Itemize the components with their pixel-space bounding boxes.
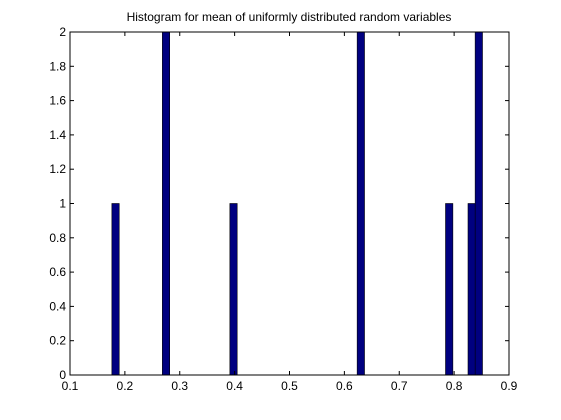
x-tick-label-6: 0.7 xyxy=(391,379,408,393)
plot-frame xyxy=(69,31,510,376)
histogram-bar-3 xyxy=(356,31,365,376)
y-tick-label-10: 2 xyxy=(59,25,66,39)
y-tick-label-5: 1 xyxy=(59,197,66,211)
y-tick-label-2: 0.4 xyxy=(49,299,66,313)
histogram-bar-5 xyxy=(467,203,476,376)
x-tick-label-8: 0.9 xyxy=(501,379,518,393)
plot-area xyxy=(70,32,509,375)
x-tick-label-3: 0.4 xyxy=(226,379,243,393)
y-tick-label-7: 1.4 xyxy=(49,128,66,142)
x-tick-label-7: 0.8 xyxy=(446,379,463,393)
y-tick-label-1: 0.2 xyxy=(49,334,66,348)
x-tick-label-0: 0.1 xyxy=(62,379,79,393)
y-tick-label-8: 1.6 xyxy=(49,94,66,108)
y-tick-label-3: 0.6 xyxy=(49,265,66,279)
y-tick-label-4: 0.8 xyxy=(49,231,66,245)
histogram-bar-4 xyxy=(445,203,454,376)
axes-layer: 0.1 0.2 0.3 0.4 0.5 0.6 0.7 0.8 0.9 0 0.2 0.4 0.6 0.8… xyxy=(49,25,517,393)
x-tick-label-4: 0.5 xyxy=(281,379,298,393)
y-tick-label-0: 0 xyxy=(59,368,66,382)
y-tick-label-9: 1.8 xyxy=(49,59,66,73)
y-tick-label-6: 1.2 xyxy=(49,162,66,176)
histogram-bar-6 xyxy=(474,31,483,376)
histogram-bar-1 xyxy=(162,31,171,376)
x-tick-label-2: 0.3 xyxy=(171,379,188,393)
x-tick-label-5: 0.6 xyxy=(336,379,353,393)
histogram-bar-0 xyxy=(111,203,120,376)
histogram-bar-2 xyxy=(229,203,238,376)
chart-title: Histogram for mean of uniformly distribu… xyxy=(127,10,452,24)
x-tick-label-1: 0.2 xyxy=(117,379,134,393)
